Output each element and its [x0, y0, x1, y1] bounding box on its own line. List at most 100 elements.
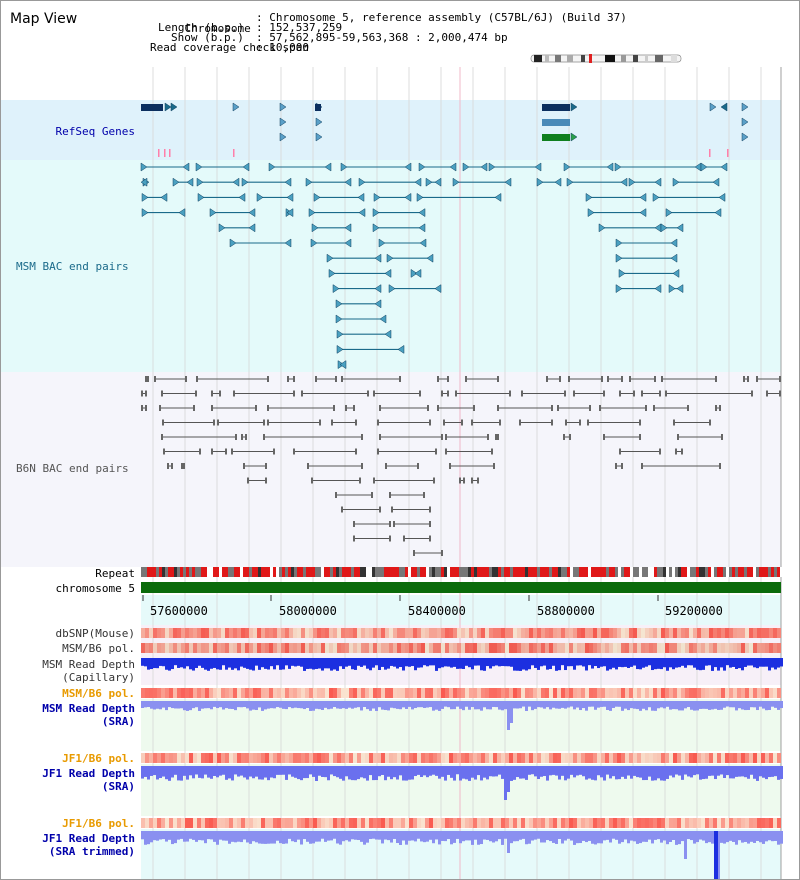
- pol-cell: [493, 753, 497, 763]
- jf1-read-depth-label[interactable]: JF1 Read Depth: [42, 767, 135, 780]
- msm-read-depth-sra-label[interactable]: MSM Read Depth: [42, 702, 135, 715]
- pol-cell: [389, 818, 393, 828]
- depth-bar: [192, 701, 195, 709]
- pol-cell: [665, 643, 669, 653]
- depth-bar: [552, 766, 555, 775]
- depth-bar: [594, 658, 597, 667]
- pol-cell: [513, 628, 517, 638]
- pol-cell: [733, 643, 737, 653]
- depth-bar: [225, 701, 228, 709]
- depth-bar: [330, 658, 333, 671]
- pol-cell: [329, 643, 333, 653]
- depth-bar: [780, 766, 783, 779]
- pol-cell: [721, 818, 725, 828]
- pol-cell: [289, 753, 293, 763]
- pol-cell: [337, 688, 341, 698]
- pol-cell: [721, 753, 725, 763]
- pol-cell: [265, 628, 269, 638]
- repeat-segment: [141, 567, 144, 577]
- depth-bar: [237, 658, 240, 671]
- depth-bar: [195, 766, 198, 775]
- depth-bar: [183, 831, 186, 842]
- depth-bar: [702, 766, 705, 780]
- feature-arrow: [305, 177, 313, 187]
- depth-bar: [720, 831, 723, 843]
- repeat-segment: [693, 567, 696, 577]
- pol-cell: [509, 688, 513, 698]
- repeat-segment: [597, 567, 600, 577]
- feature-arrow: [335, 314, 343, 324]
- depth-bar: [453, 766, 456, 781]
- repeat-segment: [342, 567, 345, 577]
- depth-bar: [348, 701, 351, 708]
- pol-cell: [449, 628, 453, 638]
- depth-bar: [567, 658, 570, 667]
- pol-cell: [765, 753, 769, 763]
- depth-bar: [354, 766, 357, 781]
- repeat-segment: [447, 567, 450, 577]
- msm-bac-label[interactable]: MSM BAC end pairs: [16, 260, 129, 273]
- pol-cell: [337, 628, 341, 638]
- feature-arrow: [410, 268, 418, 278]
- bac-end: [373, 390, 375, 397]
- depth-bar: [648, 831, 651, 840]
- jf1-read-depth-trim-label[interactable]: JF1 Read Depth: [42, 832, 135, 845]
- pol-cell: [233, 628, 237, 638]
- msm-b6-pol-sra-label[interactable]: MSM/B6 pol.: [62, 687, 135, 700]
- pol-cell: [497, 643, 501, 653]
- bac-end: [603, 434, 605, 440]
- pol-cell: [709, 753, 713, 763]
- depth-bar: [192, 766, 195, 779]
- feature-arrow: [140, 177, 148, 187]
- pol-cell: [301, 753, 305, 763]
- depth-bar: [465, 831, 468, 841]
- depth-bar: [492, 658, 495, 667]
- repeat-segment: [204, 567, 207, 577]
- pol-cell: [469, 753, 473, 763]
- repeat-segment: [336, 567, 339, 577]
- chromosome-ideogram[interactable]: [529, 53, 685, 65]
- depth-bar: [324, 766, 327, 778]
- jf1-b6-pol-label[interactable]: JF1/B6 pol.: [62, 752, 135, 765]
- repeat-segment: [516, 567, 519, 577]
- pol-cell: [701, 643, 705, 653]
- msm-read-depth-label[interactable]: MSM Read Depth: [42, 658, 135, 671]
- pol-cell: [357, 688, 361, 698]
- depth-bar: [678, 658, 681, 668]
- pol-cell: [741, 753, 745, 763]
- repeat-segment: [225, 567, 228, 577]
- depth-bar: [630, 766, 633, 779]
- b6n-bac-label[interactable]: B6N BAC end pairs: [16, 462, 129, 475]
- chromosome-bar: [141, 582, 781, 593]
- bac-end: [263, 419, 265, 426]
- pol-cell: [473, 643, 477, 653]
- depth-bar: [180, 766, 183, 781]
- depth-bar: [666, 766, 669, 779]
- pol-cell: [225, 753, 229, 763]
- snp-mark: [709, 149, 711, 157]
- msm-b6-pol-label[interactable]: MSM/B6 pol.: [62, 642, 135, 655]
- pol-cell: [477, 753, 481, 763]
- jf1-b6-pol-trim-label[interactable]: JF1/B6 pol.: [62, 817, 135, 830]
- bac-end: [379, 405, 381, 411]
- depth-bar: [741, 658, 744, 671]
- pol-cell: [701, 628, 705, 638]
- pol-cell: [729, 643, 733, 653]
- bac-end: [199, 448, 201, 455]
- refseq-genes-label[interactable]: RefSeq Genes: [55, 125, 135, 138]
- depth-bar: [570, 658, 573, 667]
- depth-bar: [738, 831, 741, 841]
- bac-end: [241, 434, 243, 440]
- repeat-segment: [210, 567, 213, 577]
- depth-bar: [318, 766, 321, 776]
- pol-cell: [713, 688, 717, 698]
- depth-bar: [336, 701, 339, 709]
- depth-bar: [225, 766, 228, 780]
- dbsnp-label[interactable]: dbSNP(Mouse): [55, 627, 135, 640]
- depth-bar: [303, 831, 306, 840]
- pol-cell: [457, 688, 461, 698]
- bac-end: [441, 550, 443, 556]
- pol-cell: [317, 628, 321, 638]
- depth-bar: [468, 766, 471, 781]
